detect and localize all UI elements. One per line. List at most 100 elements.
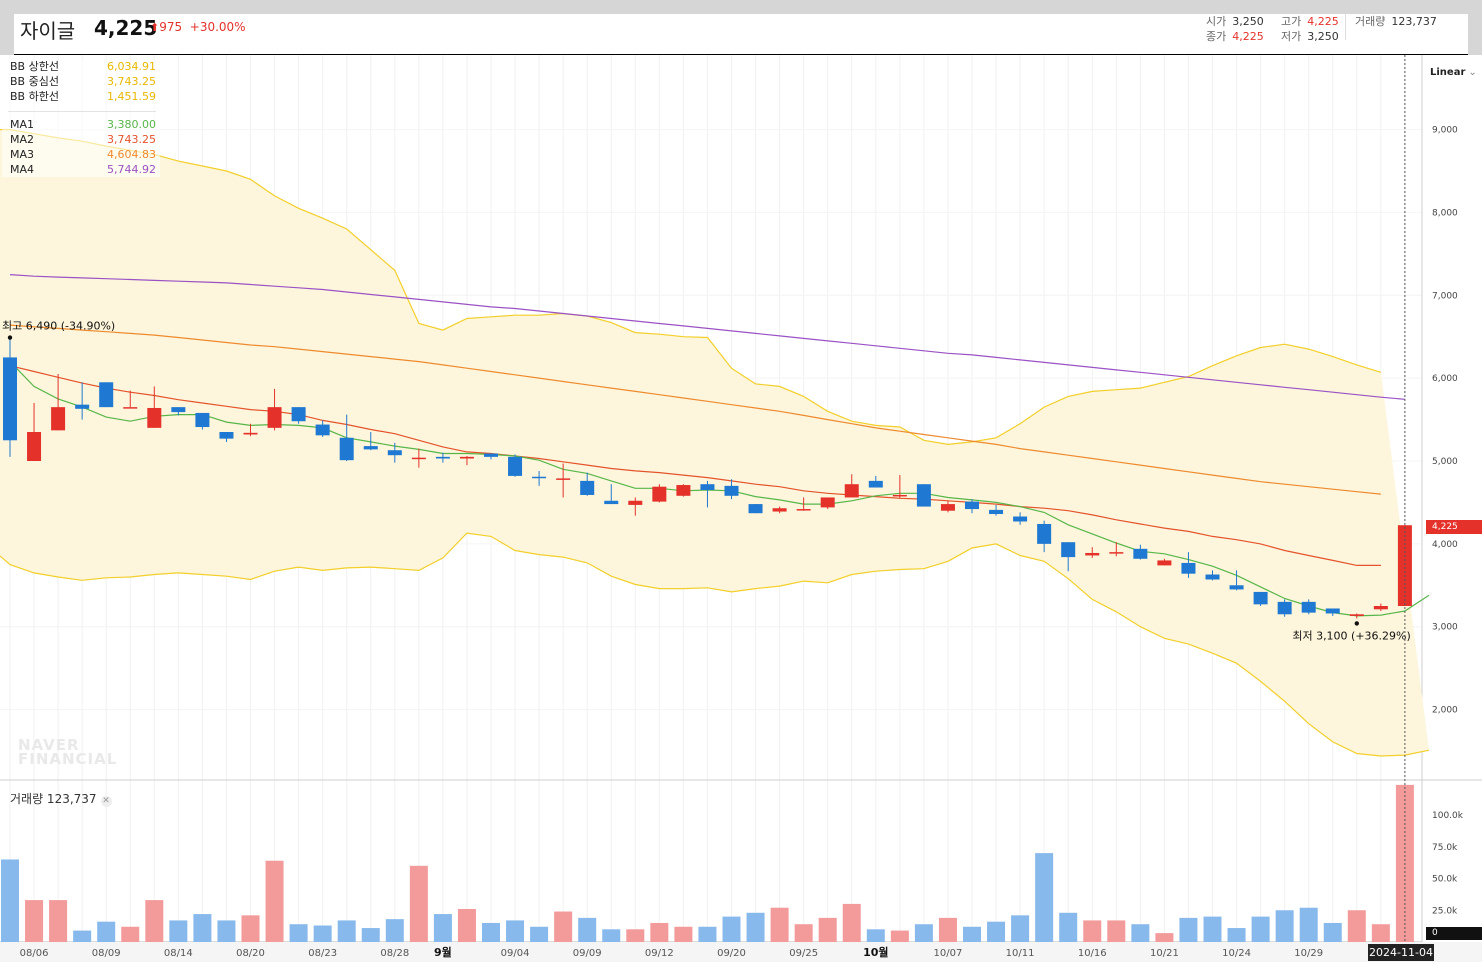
candle-body (243, 432, 258, 435)
volume-bar (1131, 924, 1150, 942)
time-axis-label: 10/16 (1078, 948, 1107, 959)
time-axis-label: 10/21 (1150, 948, 1179, 959)
legend-name: MA2 (10, 133, 35, 146)
volume-panel-label: 거래량 123,737 ✕ (10, 790, 112, 807)
volume-value: 123,737 (1391, 15, 1437, 28)
volume-axis-label: 25.0k (1432, 906, 1458, 916)
legend-bb-middle: BB 중심선 3,743.25 (2, 74, 160, 89)
scale-selector[interactable]: Linear ⌄ (1430, 67, 1477, 78)
candle-body (1253, 591, 1268, 605)
current-price-tag: 4,225 (1426, 520, 1482, 534)
volume-bar (145, 900, 164, 942)
candle-body (195, 412, 210, 428)
candle-body (1085, 552, 1100, 556)
open-value: 3,250 (1232, 15, 1264, 28)
time-axis-label: 10/24 (1222, 948, 1251, 959)
high-value: 4,225 (1307, 15, 1339, 28)
high-marker (7, 335, 13, 340)
candle-body (3, 357, 17, 441)
bb-lower-line (0, 532, 1430, 757)
volume-bar (361, 928, 380, 942)
volume-bars (1, 784, 1414, 942)
ma4-line (9, 274, 1405, 400)
volume-bar (1371, 924, 1390, 942)
candle-body (147, 407, 162, 428)
volume-bar (1203, 916, 1222, 942)
time-axis-label: 09/04 (501, 948, 530, 959)
candle-body (508, 456, 523, 476)
candle-body (772, 508, 787, 512)
volume-bar (25, 900, 44, 942)
watermark-line: NAVER (18, 736, 80, 754)
volume-bar (1035, 853, 1054, 942)
candle-body (1133, 548, 1148, 559)
volume-bar (650, 922, 669, 942)
close-icon[interactable]: ✕ (100, 796, 112, 807)
volume-axis-label: 50.0k (1432, 875, 1458, 885)
volume-bar (1251, 916, 1270, 942)
candle-body (1181, 562, 1196, 574)
legend-bb-upper: BB 상한선 6,034.91 (2, 59, 160, 74)
candle-body (459, 456, 474, 459)
candle-body (748, 504, 763, 514)
candle-body (363, 446, 378, 450)
time-axis-label: 09/09 (573, 948, 602, 959)
candle-body (556, 478, 571, 480)
bb-upper-line (0, 129, 1382, 446)
volume-bar (169, 920, 188, 942)
candle-body (1397, 525, 1412, 606)
volume-bar (842, 903, 861, 942)
price-axis-label: 5,000 (1432, 457, 1458, 467)
up-arrow-icon: ⬆ (150, 21, 160, 34)
volume-bar (1323, 922, 1342, 942)
open-label: 시가 (1206, 15, 1227, 28)
candle-body (387, 450, 402, 456)
candle-body (1157, 560, 1172, 566)
volume-bar (866, 929, 885, 942)
volume-bar (1107, 920, 1126, 942)
time-axis-label: 09/20 (717, 948, 746, 959)
candle-body (1325, 608, 1340, 614)
legend-value: 5,744.92 (107, 163, 156, 176)
candle-body (1205, 574, 1220, 580)
time-axis-label: 09/25 (789, 948, 818, 959)
legend-value: 3,743.25 (107, 133, 156, 146)
candle-body (123, 407, 138, 409)
legend-name: BB 상한선 (10, 60, 59, 73)
volume-bar (409, 865, 428, 942)
volume-bar (265, 860, 284, 942)
time-axis-label: 08/14 (164, 948, 193, 959)
volume-bar (530, 926, 549, 942)
volume-bar (457, 908, 476, 942)
volume-bar (698, 926, 717, 942)
volume-bar (217, 920, 236, 942)
legend-ma2: MA2 3,743.25 (2, 132, 160, 147)
volume-bar (1347, 910, 1366, 942)
volume-bar (241, 915, 260, 942)
legend-value: 4,604.83 (107, 148, 156, 161)
candle-body (844, 484, 859, 498)
time-axis-label: 08/28 (380, 948, 409, 959)
legend-name: MA1 (10, 118, 35, 131)
volume-bar (818, 917, 837, 942)
volume-axis-label: 75.0k (1432, 843, 1458, 853)
legend-ma4: MA4 5,744.92 (2, 162, 160, 177)
axes: 2,000 3,000 4,000 5,000 6,000 7,000 8,000 9,000… (20, 126, 1464, 959)
volume-axis-label: 100.0k (1432, 811, 1464, 821)
volume-bar (987, 921, 1006, 942)
volume-bar (1227, 928, 1246, 942)
price-axis-label: 8,000 (1432, 208, 1458, 218)
candle-body (580, 480, 595, 495)
volume-bar (73, 930, 92, 942)
volume-bar (914, 924, 933, 942)
time-axis-label: 09/12 (645, 948, 674, 959)
legend-value: 3,743.25 (107, 75, 156, 88)
moving-average-lines (9, 274, 1430, 617)
volume-bar (337, 920, 356, 942)
volume-bar (554, 911, 573, 942)
candle-body (484, 453, 498, 457)
candle-body (796, 509, 811, 511)
price-axis-label: 2,000 (1432, 706, 1458, 716)
